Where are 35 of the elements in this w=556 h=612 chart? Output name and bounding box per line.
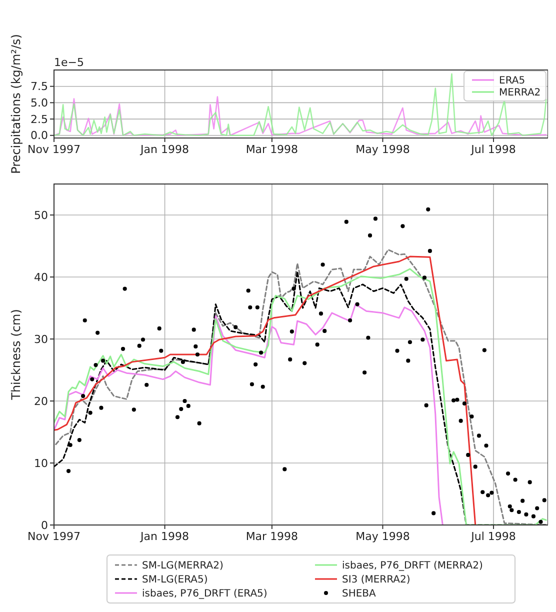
y-tick-label: 0.0 <box>30 129 48 142</box>
y-tick-label: 10 <box>34 456 48 470</box>
x-tick-label: May 1998 <box>356 143 410 156</box>
y-tick-label: 30 <box>34 332 48 346</box>
y-tick-label: 40 <box>34 270 48 284</box>
legend-label: SM-LG(ERA5) <box>142 574 208 586</box>
legend-label: SI3 (MERRA2) <box>342 574 410 586</box>
legend-label: MERRA2 <box>499 88 541 98</box>
x-tick-label: Nov 1997 <box>28 530 80 543</box>
y-tick-label: 2.5 <box>30 112 48 126</box>
x-tick-label: Mar 1998 <box>246 143 298 156</box>
text: 1e−5 <box>54 56 84 69</box>
x-tick-label: Jul 1998 <box>470 143 516 156</box>
line-series <box>54 304 444 525</box>
y-tick-label: 5.0 <box>30 96 48 110</box>
y-tick-label: 0 <box>41 518 48 532</box>
legend-label: ERA5 <box>499 76 526 86</box>
line-series <box>54 73 547 136</box>
legend-label: isbaes, P76_DRFT (ERA5) <box>142 588 268 600</box>
y-tick-label: 7.5 <box>30 80 48 94</box>
x-tick-label: Jan 1998 <box>140 530 190 543</box>
line-series <box>54 96 547 136</box>
legend-label: isbaes, P76_DRFT (MERRA2) <box>342 560 483 572</box>
x-tick-label: Jan 1998 <box>140 143 190 156</box>
y-tick-label: 20 <box>34 394 48 408</box>
y-tick-label: 50 <box>34 208 48 222</box>
line-series <box>54 256 476 525</box>
y-axis-title: Precipitations (kg/m²/s) <box>9 34 23 174</box>
x-tick-label: Nov 1997 <box>28 143 80 156</box>
legend-label: SHEBA <box>342 588 376 600</box>
x-tick-label: Jul 1998 <box>470 530 516 543</box>
x-tick-label: May 1998 <box>356 530 410 543</box>
y-axis-title: Thickness (cm) <box>9 309 23 401</box>
x-tick-label: Mar 1998 <box>246 530 298 543</box>
legend-label: SM-LG(MERRA2) <box>142 560 224 572</box>
